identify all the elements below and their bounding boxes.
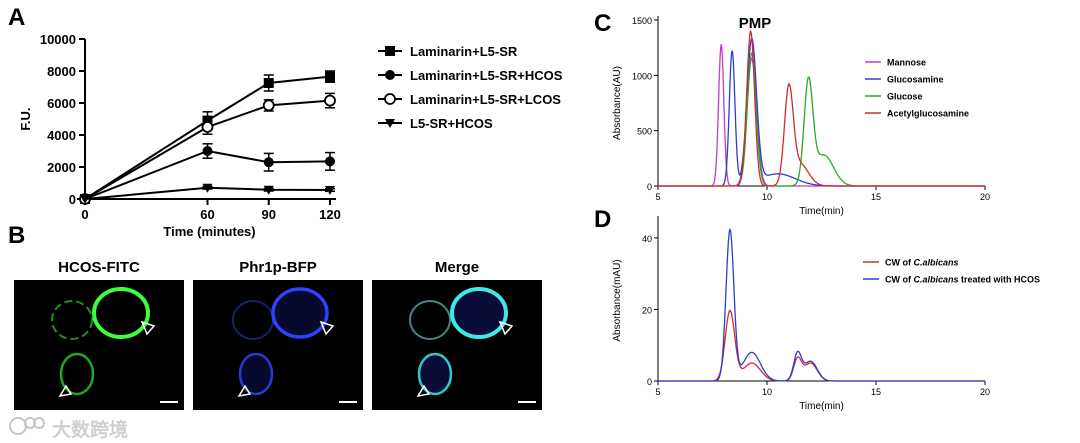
legend-label: Laminarin+L5-SR+LCOS <box>410 92 561 107</box>
data-point <box>262 99 275 112</box>
x-tick-label: 120 <box>319 207 341 222</box>
legend-label: Laminarin+L5-SR <box>410 44 518 59</box>
x-tick-label: 5 <box>655 192 660 202</box>
chart-title: PMP <box>739 15 772 32</box>
series-line <box>84 99 331 200</box>
y-axis-label: F.U. <box>18 107 33 130</box>
legend-label: Laminarin+L5-SR+HCOS <box>410 68 563 83</box>
x-tick-label: 0 <box>81 207 88 222</box>
legend-marker <box>384 93 396 105</box>
x-axis-label: Time (minutes) <box>163 224 255 239</box>
micrograph-hcos-fitc <box>14 280 184 410</box>
watermark-logo-icon <box>9 417 45 435</box>
y-tick-label: 20 <box>642 305 652 315</box>
y-tick-label: 40 <box>642 234 652 244</box>
legend-label: CW of C.albicans <box>885 258 959 268</box>
data-point <box>263 157 274 168</box>
legend-label: Mannose <box>887 58 926 68</box>
series-line <box>658 29 985 187</box>
y-tick-label: 1500 <box>632 16 652 26</box>
data-point <box>80 195 90 204</box>
legend-marker <box>385 46 395 56</box>
data-point <box>201 121 214 133</box>
data-point <box>324 94 336 107</box>
chart-a: 0 2000 4000 6000 8000 10000 0 60 90 120 Time (minu… <box>18 32 563 239</box>
y-tick-label: 0 <box>69 192 76 207</box>
legend-label: Glucose <box>887 92 923 102</box>
x-axis-label: Time(min) <box>799 401 844 412</box>
micrograph-merge <box>372 280 542 410</box>
legend-marker <box>385 119 395 128</box>
chart-c: 0 500 1000 1500 5 10 15 20 Time(min) Absorbance(A… <box>612 15 990 217</box>
series-line <box>658 309 985 382</box>
data-point <box>325 186 335 196</box>
x-tick-label: 5 <box>655 387 660 397</box>
watermark-text: 大数跨境 <box>52 419 129 441</box>
watermark: 大数跨境 <box>8 414 158 441</box>
panel-label-b: B <box>8 222 26 249</box>
panel-label-c: C <box>594 10 612 37</box>
y-tick-label: 1000 <box>632 71 652 81</box>
y-tick-label: 2000 <box>47 160 76 175</box>
series-line <box>84 186 331 200</box>
y-tick-label: 500 <box>637 127 652 137</box>
series-line <box>658 227 985 382</box>
micrograph-title-phr1p-bfp: Phr1p-BFP <box>239 259 317 276</box>
series-line <box>84 149 331 200</box>
series-line <box>658 51 985 187</box>
micrograph-title-hcos-fitc: HCOS-FITC <box>58 259 140 276</box>
data-point <box>202 146 213 156</box>
x-tick-label: 60 <box>200 207 214 222</box>
data-point <box>263 78 274 88</box>
y-tick-label: 8000 <box>47 64 76 79</box>
y-axis-label: Absorbance(AU) <box>612 66 623 140</box>
y-tick-label: 6000 <box>47 96 76 111</box>
data-point <box>202 183 213 193</box>
legend-label: Glucosamine <box>887 75 944 85</box>
x-tick-label: 20 <box>980 387 990 397</box>
x-axis-label: Time(min) <box>799 206 844 217</box>
panel-label-d: D <box>594 206 612 233</box>
legend-label: Acetylglucosamine <box>887 109 969 119</box>
series-line <box>84 75 331 200</box>
y-tick-label: 0 <box>647 377 652 387</box>
x-tick-label: 10 <box>762 192 772 202</box>
x-tick-label: 10 <box>762 387 772 397</box>
data-point <box>325 156 335 167</box>
data-point <box>263 185 274 195</box>
micrograph-title-merge: Merge <box>434 259 480 276</box>
x-tick-label: 15 <box>871 192 881 202</box>
y-tick-label: 4000 <box>47 128 76 143</box>
x-tick-label: 15 <box>871 387 881 397</box>
micrograph-phr1p-bfp <box>193 280 363 410</box>
x-tick-label: 90 <box>262 207 276 222</box>
data-point <box>325 71 335 82</box>
chart-d: 0 20 40 5 10 15 20 Time(min) Absorbance(mAU) CW o… <box>612 216 1040 412</box>
y-tick-label: 0 <box>647 182 652 192</box>
legend-label: CW of C.albicans treated with HCOS <box>885 275 1040 285</box>
y-tick-label: 10000 <box>40 32 76 47</box>
panel-label-a: A <box>8 4 26 31</box>
legend-label: L5-SR+HCOS <box>410 116 493 131</box>
y-axis-label: Absorbance(mAU) <box>612 259 623 341</box>
legend-marker <box>385 70 395 80</box>
x-tick-label: 20 <box>980 192 990 202</box>
